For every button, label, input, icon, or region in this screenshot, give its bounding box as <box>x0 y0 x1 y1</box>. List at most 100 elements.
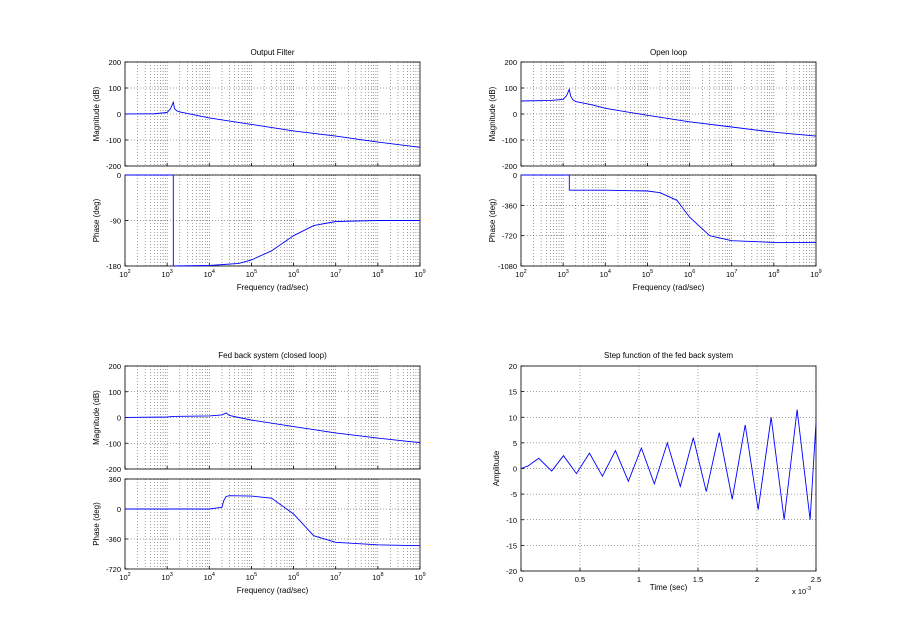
closed-loop-chart-magnitude-ytick-label: -200 <box>106 465 121 474</box>
closed-loop-chart-magnitude-ytick-label: 200 <box>108 362 121 371</box>
step-ytick-label: 0 <box>513 465 517 474</box>
closed-loop-chart-phase-ytick-label: 0 <box>117 505 121 514</box>
output-filter-chart-phase-xtick-exponent: 3 <box>170 269 173 275</box>
closed-loop-chart-phase-xtick-exponent: 9 <box>423 572 426 578</box>
open-loop-chart-phase-xtick-exponent: 2 <box>524 269 527 275</box>
closed-loop-chart-phase-xtick-label: 109 <box>414 572 425 582</box>
open-loop-chart-phase-trace <box>521 174 816 243</box>
output-filter-chart-magnitude-trace <box>124 100 421 148</box>
open-loop-chart-phase-xtick-exponent: 5 <box>650 269 653 275</box>
output-filter-chart-phase-xtick-label: 109 <box>414 269 425 279</box>
output-filter-chart-phase-xtick-exponent: 2 <box>128 269 131 275</box>
open-loop-chart-phase-xtick-label: 105 <box>642 269 653 279</box>
step-x-exponent: x 10-3 <box>792 586 811 596</box>
open-loop-chart-magnitude-ytick-label: -200 <box>502 162 517 171</box>
open-loop-chart-phase-xtick-exponent: 4 <box>608 269 611 275</box>
step-trace <box>520 409 817 520</box>
open-loop-chart-magnitude-ytick-label: 200 <box>504 58 517 67</box>
open-loop-chart-phase-xtick-exponent: 9 <box>819 269 822 275</box>
output-filter-chart-magnitude-axes: 200 100 0 -100 -200 Magnitude (dB) <box>92 58 421 171</box>
closed-loop-chart-magnitude-ytick-label: 0 <box>117 414 121 423</box>
step-xlabel: Time (sec) <box>650 583 688 592</box>
open-loop-chart-phase-xtick-label: 104 <box>600 269 611 279</box>
open-loop-chart-magnitude-ytick-label: -100 <box>502 136 517 145</box>
step-xtick-label: 1 <box>637 575 641 584</box>
step-ytick-label: -10 <box>506 516 517 525</box>
step-xtick-label: 0.5 <box>575 575 585 584</box>
output-filter-chart-phase-xtick-exponent: 8 <box>380 269 383 275</box>
output-filter-chart-title: Output Filter <box>250 48 294 57</box>
output-filter-chart-phase-xtick-label: 107 <box>330 269 341 279</box>
closed-loop-chart-phase-xtick-exponent: 3 <box>170 572 173 578</box>
step-xtick-label: 2.5 <box>811 575 821 584</box>
open-loop-chart-phase-xtick-label: 102 <box>515 269 526 279</box>
closed-loop-chart-phase-xtick-label: 108 <box>372 572 383 582</box>
open-loop-chart-magnitude-trace <box>520 87 817 137</box>
output-filter-chart-phase-ytick-label: -90 <box>110 217 121 226</box>
step-response-title: Step function of the fed back system <box>604 351 733 360</box>
step-ytick-label: -20 <box>506 567 517 576</box>
closed-loop-chart-xlabel: Frequency (rad/sec) <box>237 586 309 595</box>
open-loop-chart: Open loop 200 100 0 -100 -200 Magnitude (dB) 0 -… <box>488 48 822 292</box>
output-filter-chart-phase-xtick-exponent: 6 <box>296 269 299 275</box>
open-loop-chart-magnitude-ytick-label: 0 <box>513 110 517 119</box>
output-filter-chart-magnitude-ytick-label: -200 <box>106 162 121 171</box>
output-filter-chart-magnitude-ylabel: Magnitude (dB) <box>92 86 101 141</box>
closed-loop-chart-phase-ytick-label: -720 <box>106 565 121 574</box>
open-loop-chart-phase-ytick-label: 0 <box>513 171 517 180</box>
open-loop-chart-phase-xtick-label: 107 <box>726 269 737 279</box>
closed-loop-chart-magnitude-ytick-label: -100 <box>106 439 121 448</box>
open-loop-chart-phase-ylabel: Phase (deg) <box>488 198 497 242</box>
open-loop-chart-phase-xtick-exponent: 3 <box>566 269 569 275</box>
step-x-exponent-power: -3 <box>806 586 811 592</box>
closed-loop-chart-magnitude-ylabel: Magnitude (dB) <box>92 390 101 445</box>
closed-loop-chart-phase-ytick-label: -360 <box>106 535 121 544</box>
output-filter-chart-phase-xtick-label: 103 <box>161 269 172 279</box>
open-loop-chart-xlabel: Frequency (rad/sec) <box>633 283 705 292</box>
output-filter-chart-magnitude-ytick-label: 100 <box>108 84 121 93</box>
output-filter-chart-magnitude-ytick-label: 200 <box>108 58 121 67</box>
step-ytick-label: -5 <box>510 490 517 499</box>
closed-loop-chart-phase-frame <box>124 478 421 570</box>
open-loop-chart-phase-ytick-label: -1080 <box>498 262 517 271</box>
open-loop-chart-title: Open loop <box>650 48 687 57</box>
open-loop-chart-phase-xtick-label: 103 <box>557 269 568 279</box>
output-filter-chart-magnitude-ytick-label: -100 <box>106 136 121 145</box>
closed-loop-chart-phase-xtick-label: 104 <box>204 572 215 582</box>
closed-loop-chart-magnitude-ytick-label: 100 <box>108 388 121 397</box>
closed-loop-chart-phase-xtick-exponent: 5 <box>254 572 257 578</box>
output-filter-chart-phase-ytick-label: 0 <box>117 171 121 180</box>
output-filter-chart-phase-xtick-label: 105 <box>246 269 257 279</box>
output-filter-chart-phase-xtick-label: 104 <box>204 269 215 279</box>
closed-loop-chart-phase-xtick-label: 103 <box>161 572 172 582</box>
closed-loop-chart-phase-xtick-label: 102 <box>119 572 130 582</box>
step-ytick-label: 15 <box>509 388 517 397</box>
step-ytick-label: 5 <box>513 439 517 448</box>
closed-loop-chart-phase-xtick-exponent: 4 <box>212 572 215 578</box>
closed-loop-chart-phase-xtick-label: 106 <box>288 572 299 582</box>
step-ytick-label: 20 <box>509 362 517 371</box>
output-filter-chart-phase-xtick-label: 102 <box>119 269 130 279</box>
open-loop-chart-phase-frame <box>520 174 817 267</box>
output-filter-chart-phase-xtick-exponent: 7 <box>338 269 341 275</box>
open-loop-chart-phase-xtick-label: 109 <box>810 269 821 279</box>
step-ylabel: Amplitude <box>492 450 501 486</box>
open-loop-chart-magnitude-ytick-label: 100 <box>504 84 517 93</box>
open-loop-chart-phase-xtick-exponent: 7 <box>734 269 737 275</box>
output-filter-chart-phase-ytick-label: -180 <box>106 262 121 271</box>
closed-loop-chart-phase-xtick-exponent: 2 <box>128 572 131 578</box>
closed-loop-chart-phase-xtick-exponent: 8 <box>380 572 383 578</box>
open-loop-chart-phase-xtick-label: 106 <box>684 269 695 279</box>
open-loop-chart-phase-xtick-exponent: 6 <box>692 269 695 275</box>
output-filter-chart-phase-xtick-exponent: 9 <box>423 269 426 275</box>
closed-loop-chart-title: Fed back system (closed loop) <box>218 351 327 360</box>
closed-loop-chart-phase-ytick-label: 360 <box>108 475 121 484</box>
step-ytick-label: -15 <box>506 541 517 550</box>
closed-loop-chart-phase-ylabel: Phase (deg) <box>92 502 101 546</box>
open-loop-chart-magnitude-axes: 200 100 0 -100 -200 Magnitude (dB) <box>488 58 817 171</box>
output-filter-chart-phase-xtick-label: 108 <box>372 269 383 279</box>
output-filter-chart-phase-xtick-exponent: 5 <box>254 269 257 275</box>
